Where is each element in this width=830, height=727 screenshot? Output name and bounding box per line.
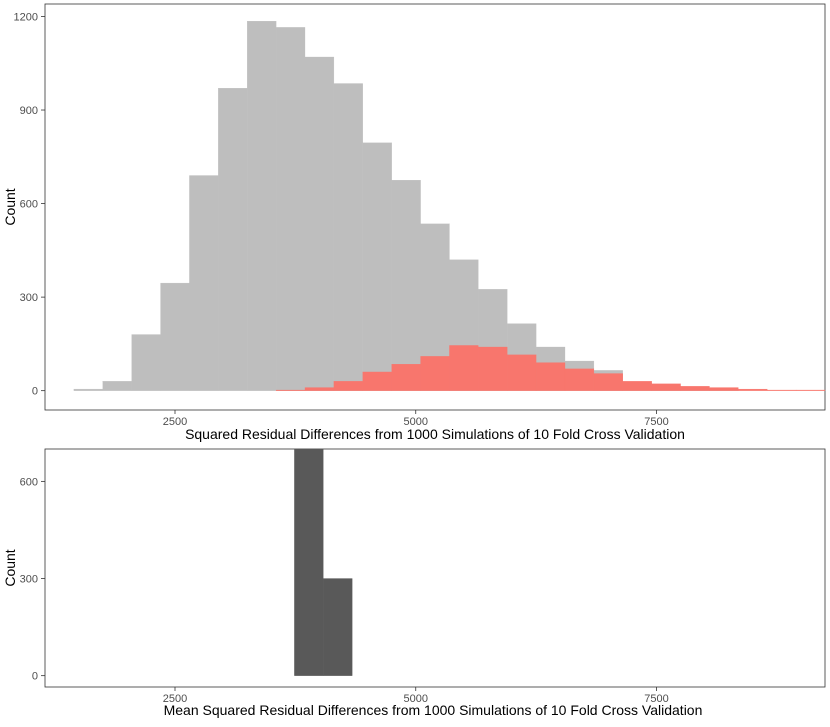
y-axis: 0 300 600 900 1200 [14, 11, 45, 398]
y-tick-label: 300 [20, 292, 38, 304]
histogram-bar [333, 83, 363, 391]
histogram-bar [709, 387, 739, 391]
panel-bottom: 0 300 600 2500 5000 7500 Mean Squared Residu… [2, 448, 826, 718]
histogram-bar [160, 282, 190, 391]
x-axis-title: Mean Squared Residual Differences from 1… [164, 702, 703, 718]
histogram-bar [362, 142, 392, 391]
histogram-bar [131, 334, 161, 391]
x-tick-label: 5000 [403, 693, 427, 705]
histogram-bar [275, 27, 306, 391]
y-tick-label: 600 [20, 476, 38, 488]
x-axis: 2500 5000 7500 [163, 687, 669, 705]
x-axis: 2500 5000 7500 [163, 410, 669, 428]
bars-layer [73, 20, 826, 391]
y-tick-label: 1200 [14, 11, 38, 23]
x-tick-label: 2500 [163, 693, 187, 705]
histogram-bar [449, 345, 479, 391]
histogram-bar [680, 386, 710, 391]
histogram-bar [294, 448, 324, 676]
x-tick-label: 7500 [644, 693, 668, 705]
histogram-bar [333, 381, 363, 391]
histogram-bar [304, 56, 335, 391]
x-tick-label: 7500 [644, 416, 668, 428]
x-tick-label: 5000 [403, 416, 427, 428]
y-axis-title: Count [2, 549, 18, 586]
histogram-bar [622, 381, 652, 391]
histogram-bar [323, 578, 353, 676]
x-tick-label: 2500 [163, 416, 187, 428]
y-tick-label: 0 [32, 386, 38, 398]
histogram-bar [593, 373, 623, 391]
histogram-bar [507, 354, 537, 391]
y-tick-label: 300 [20, 574, 38, 586]
histogram-bar [391, 180, 421, 391]
histogram-bar [189, 175, 219, 391]
histogram-bar [73, 388, 103, 391]
y-tick-label: 0 [32, 671, 38, 683]
histogram-bar [478, 346, 508, 391]
y-axis-title: Count [2, 188, 18, 225]
histogram-bar [102, 381, 132, 391]
y-tick-label: 600 [20, 199, 38, 211]
histogram-bar [651, 383, 681, 391]
histogram-bar [247, 20, 277, 391]
y-tick-label: 900 [20, 105, 38, 117]
plot-border [44, 448, 826, 688]
histogram-bar [275, 389, 306, 391]
x-axis-title: Squared Residual Differences from 1000 S… [185, 426, 685, 442]
histogram-bar [362, 371, 392, 391]
histogram-bar [391, 364, 421, 391]
histogram-bar [564, 368, 595, 391]
histogram-bar [767, 389, 797, 391]
histogram-bar [795, 389, 826, 391]
y-axis: 0 300 600 [20, 476, 45, 683]
panel-top: 0 300 600 900 1200 2500 5000 7500 Squared Resi… [2, 3, 826, 442]
bars-layer [294, 448, 353, 676]
histogram-bar [420, 356, 450, 391]
histogram-bar [218, 88, 248, 391]
histogram-bar [738, 388, 768, 391]
histogram-bar [304, 387, 335, 391]
histogram-bar [535, 362, 566, 391]
